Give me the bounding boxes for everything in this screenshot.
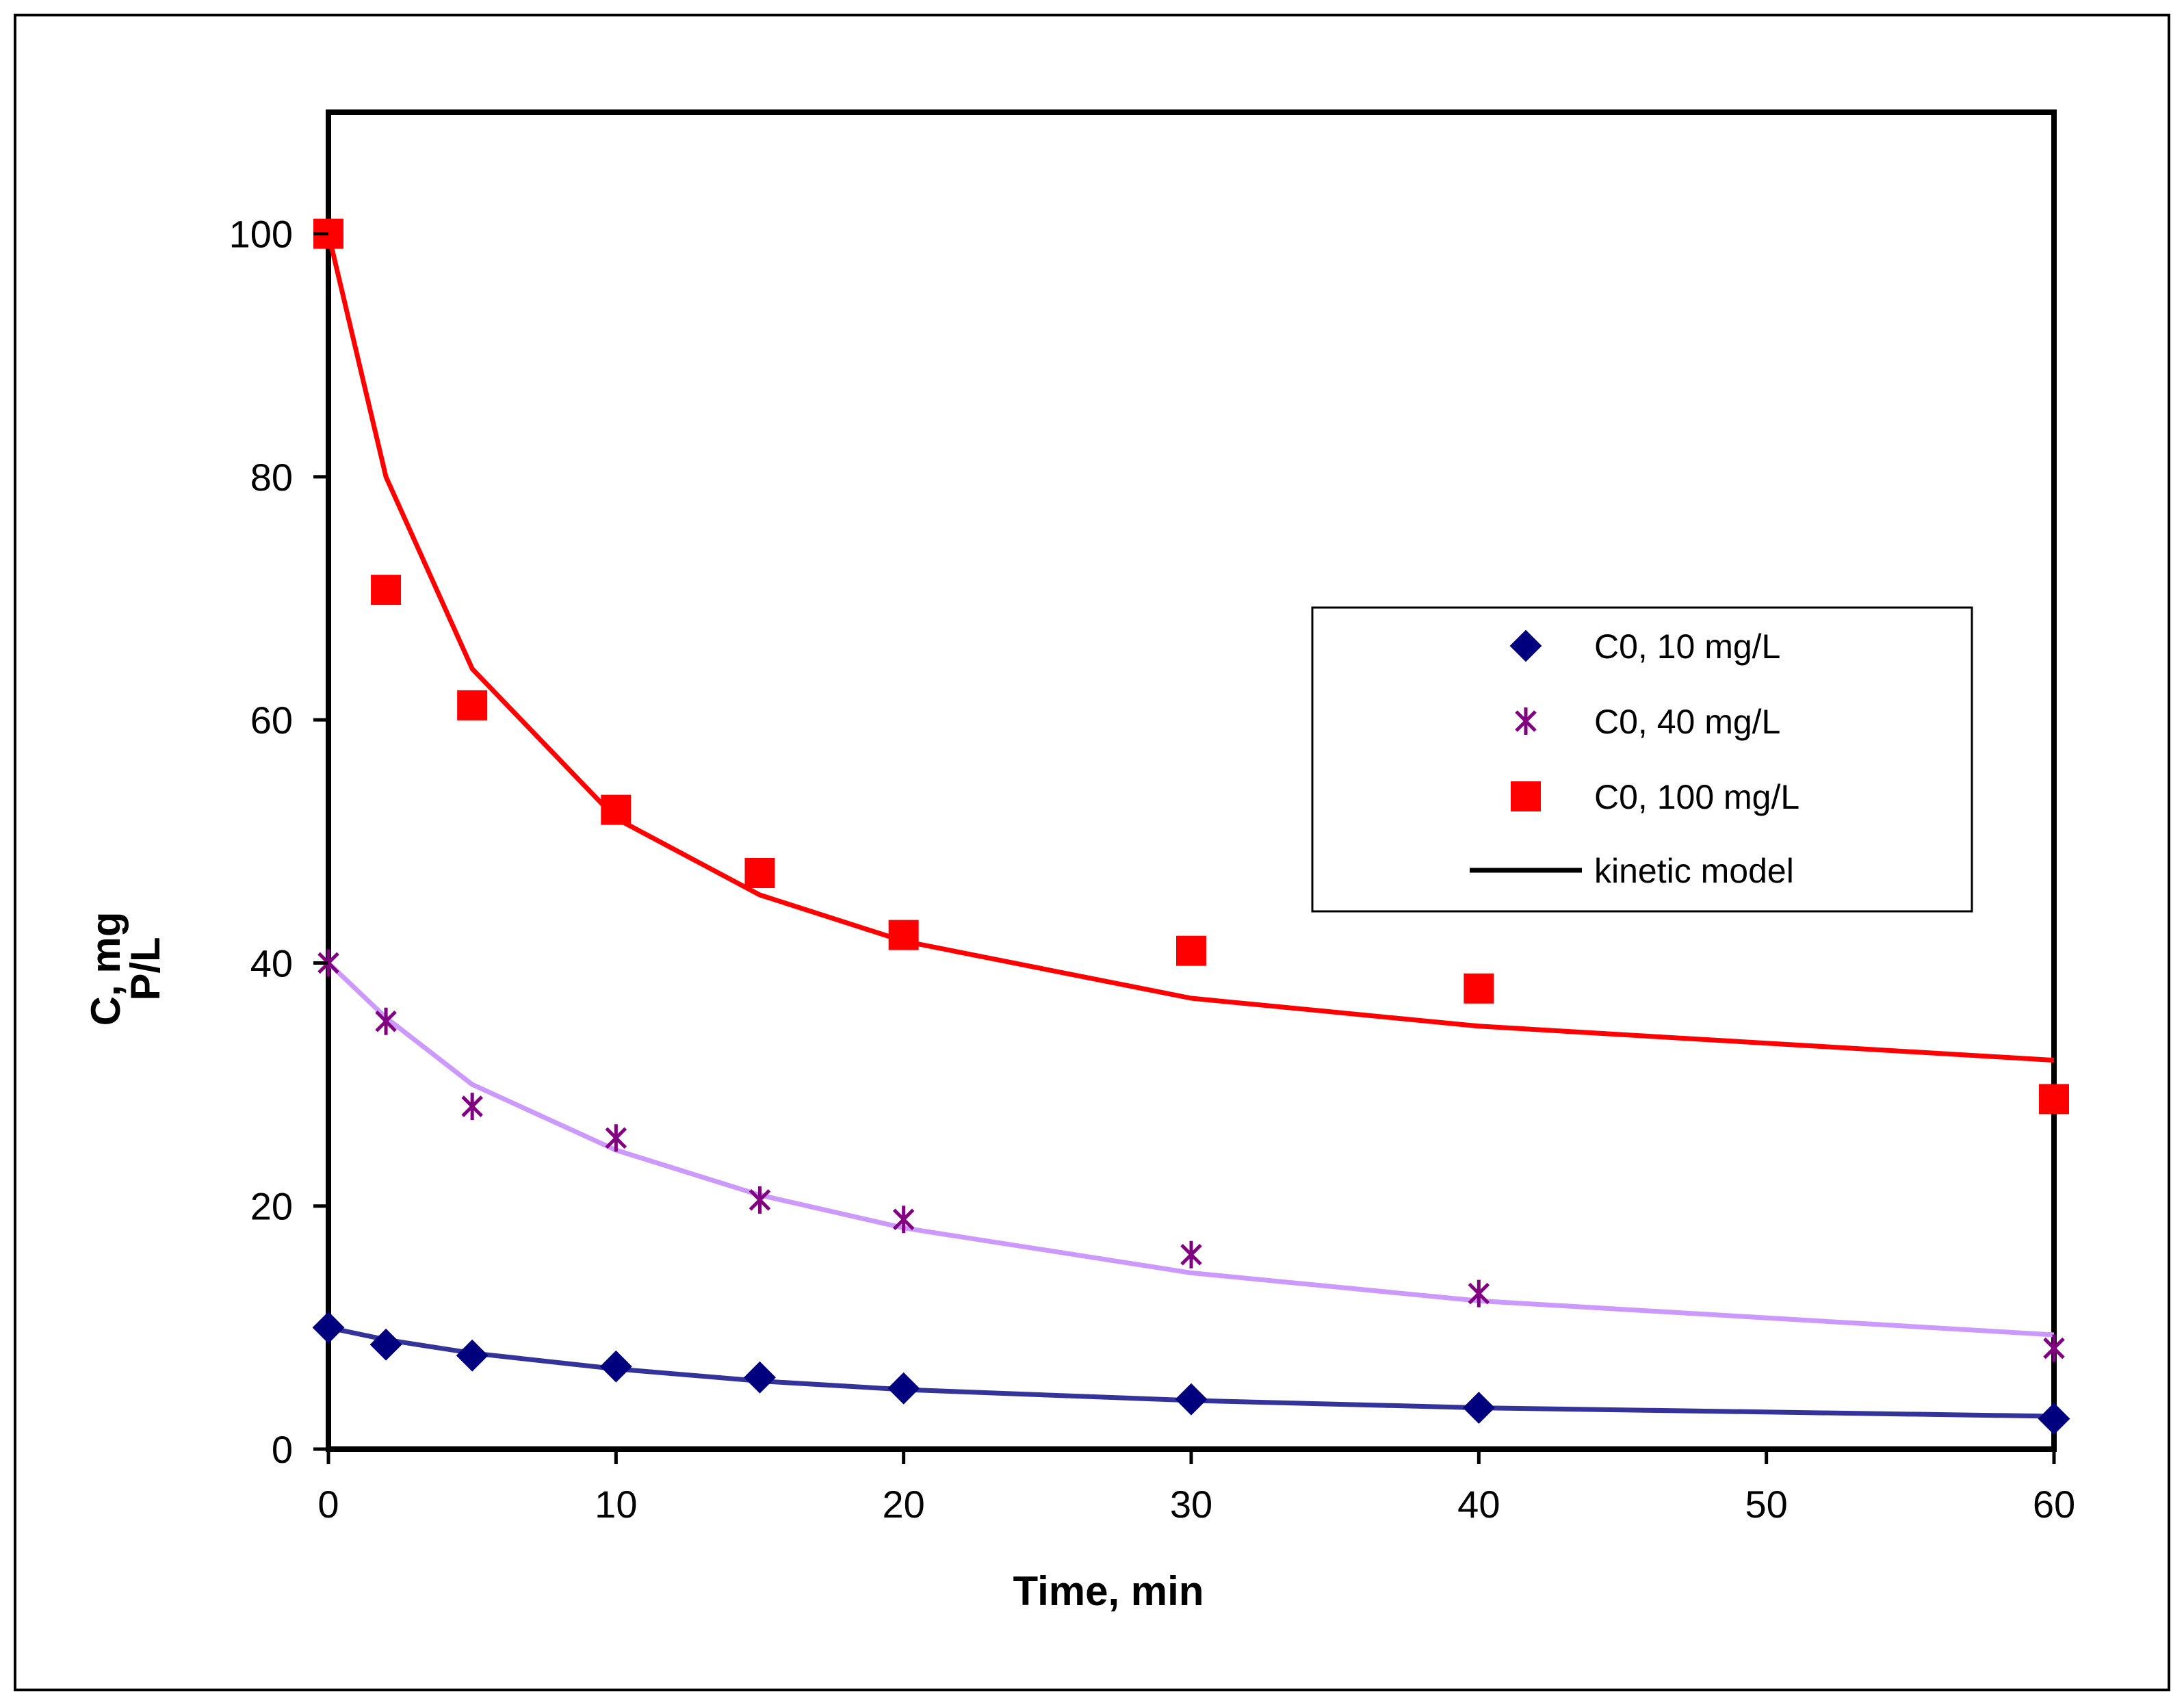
legend: C0, 10 mg/L C0, 40 mg/L C0, 100 mg/L kin… — [1311, 606, 1973, 913]
data-point-c0-100-mg-l — [601, 794, 632, 825]
data-point-c0-40-mg-l — [749, 1186, 771, 1214]
x-tick-label: 60 — [2033, 1483, 2075, 1526]
y-tick-label: 100 — [229, 213, 293, 256]
x-tick-label: 10 — [595, 1483, 637, 1526]
data-point-c0-10-mg-l — [312, 1311, 345, 1344]
data-point-c0-100-mg-l — [744, 858, 775, 889]
data-point-c0-100-mg-l — [371, 575, 402, 606]
data-point-c0-10-mg-l — [2038, 1403, 2070, 1435]
data-point-c0-10-mg-l — [744, 1361, 776, 1394]
y-axis-title: C, mg P/L — [83, 912, 168, 1026]
data-point-c0-40-mg-l — [1468, 1279, 1490, 1307]
data-point-c0-100-mg-l — [1176, 935, 1206, 966]
y-axis-title-line-1: C, mg — [83, 912, 129, 1026]
legend-label-c0-100: C0, 100 mg/L — [1594, 778, 1799, 816]
data-point-c0-40-mg-l — [892, 1206, 915, 1234]
axes: 0 10 20 30 40 50 60 0 20 40 60 80 100 — [229, 213, 2076, 1526]
legend-symbols — [1470, 629, 1582, 873]
legend-symbol-c0-100-mg-l — [1511, 781, 1541, 811]
y-tick-label: 0 — [272, 1428, 293, 1471]
y-tick-label: 80 — [250, 456, 293, 499]
data-point-c0-40-mg-l — [1180, 1240, 1202, 1268]
model-line-c0-100-mg-l — [326, 233, 2055, 1063]
data-point-c0-10-mg-l — [599, 1350, 632, 1383]
data-point-c0-40-mg-l — [2043, 1334, 2065, 1362]
y-tick-label: 60 — [250, 699, 293, 742]
x-tick-label: 30 — [1170, 1483, 1212, 1526]
data-point-c0-40-mg-l — [375, 1007, 397, 1035]
data-point-c0-40-mg-l — [461, 1093, 483, 1121]
x-tick-label: 20 — [883, 1483, 925, 1526]
data-markers — [312, 218, 2070, 1435]
legend-symbol-c0-10-mg-l — [1509, 629, 1542, 662]
legend-box — [1311, 606, 1973, 913]
y-tick-label: 40 — [250, 941, 293, 985]
data-point-c0-10-mg-l — [887, 1372, 920, 1405]
data-point-c0-10-mg-l — [1462, 1392, 1495, 1424]
data-point-c0-10-mg-l — [1175, 1383, 1208, 1416]
data-point-c0-100-mg-l — [888, 920, 919, 950]
data-point-c0-100-mg-l — [457, 690, 488, 720]
x-axis-title: Time, min — [1013, 1568, 1204, 1614]
y-tick-label: 20 — [250, 1185, 293, 1228]
x-tick-label: 0 — [317, 1483, 339, 1526]
x-tick-label: 50 — [1745, 1483, 1788, 1526]
data-point-c0-10-mg-l — [369, 1328, 402, 1361]
y-axis-title-line-2: P/L — [122, 937, 168, 1000]
data-point-c0-40-mg-l — [605, 1124, 627, 1152]
legend-label-c0-10: C0, 10 mg/L — [1594, 627, 1780, 666]
x-tick-label: 40 — [1457, 1483, 1500, 1526]
data-point-c0-100-mg-l — [2039, 1084, 2069, 1115]
data-point-c0-10-mg-l — [456, 1339, 489, 1372]
legend-label-c0-40: C0, 40 mg/L — [1594, 703, 1780, 741]
legend-symbol-c0-40-mg-l — [1515, 707, 1537, 735]
legend-label-kinetic-model: kinetic model — [1594, 852, 1794, 890]
data-point-c0-100-mg-l — [1464, 973, 1494, 1004]
